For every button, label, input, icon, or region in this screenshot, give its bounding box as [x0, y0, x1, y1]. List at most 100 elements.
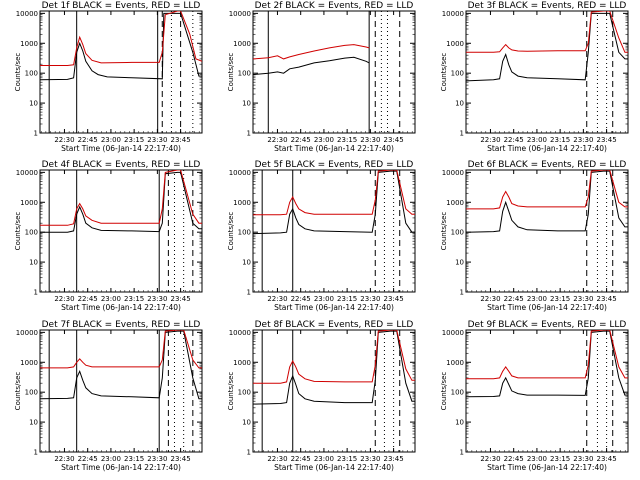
y-tick-label: 1	[247, 130, 251, 138]
x-tick-label: 23:45	[384, 295, 404, 303]
x-tick-label: 23:15	[124, 295, 144, 303]
lld-series-line	[466, 11, 628, 53]
x-tick-label: 23:30	[573, 136, 593, 144]
plot-frame	[252, 329, 416, 453]
x-tick-label: 22:30	[480, 136, 500, 144]
x-tick-label: 23:00	[314, 136, 334, 144]
x-tick-label: 23:45	[171, 295, 191, 303]
x-tick-label: 23:15	[550, 136, 570, 144]
series-group	[253, 11, 401, 133]
panel-title: Det 9f BLACK = Events, RED = LLD	[468, 320, 627, 330]
x-tick-label: 23:45	[384, 455, 404, 463]
panel-title: Det 7f BLACK = Events, RED = LLD	[42, 320, 201, 330]
y-tick-label: 10	[242, 259, 251, 267]
series-group	[466, 170, 628, 292]
plot-frame	[39, 169, 203, 293]
x-axis-label: Start Time (06-Jan-14 22:17:40)	[274, 303, 394, 312]
y-axis-label: Counts/sec	[227, 53, 235, 92]
plot-frame	[252, 169, 416, 293]
x-tick-label: 23:30	[573, 455, 593, 463]
x-tick-label: 22:30	[267, 136, 287, 144]
panel-title: Det 3f BLACK = Events, RED = LLD	[468, 1, 627, 11]
y-tick-label: 1000	[446, 40, 464, 48]
y-tick-label: 1000	[446, 359, 464, 367]
events-series-line	[40, 330, 202, 400]
panel-5: Det 5f BLACK = Events, RED = LLD 1 10 100 10…	[227, 160, 416, 312]
y-tick-label: 10	[29, 419, 38, 427]
plot-frame	[39, 10, 203, 134]
lld-series-line	[253, 170, 415, 216]
y-tick-label: 1	[34, 130, 38, 138]
x-tick-label: 22:30	[480, 295, 500, 303]
panel-title: Det 5f BLACK = Events, RED = LLD	[255, 160, 414, 170]
x-tick-label: 23:30	[360, 455, 380, 463]
y-tick-label: 1000	[233, 40, 251, 48]
y-tick-label: 100	[238, 389, 251, 397]
lld-series-line	[253, 330, 415, 384]
x-tick-label: 23:15	[337, 455, 357, 463]
series-group	[40, 11, 202, 133]
y-tick-label: 10000	[442, 329, 464, 337]
x-tick-label: 23:00	[101, 455, 121, 463]
panel-8: Det 8f BLACK = Events, RED = LLD 1 10 100 10…	[227, 320, 416, 472]
panel-title: Det 6f BLACK = Events, RED = LLD	[468, 160, 627, 170]
x-tick-label: 22:30	[480, 455, 500, 463]
y-tick-label: 100	[451, 229, 464, 237]
lld-series-line	[40, 170, 202, 226]
events-series-line	[253, 170, 415, 235]
plot-frame	[465, 169, 629, 293]
plot-frame	[465, 329, 629, 453]
x-tick-label: 22:45	[504, 136, 524, 144]
x-axis-label: Start Time (06-Jan-14 22:17:40)	[61, 303, 181, 312]
panel-6: Det 6f BLACK = Events, RED = LLD 1 10 100 10…	[440, 160, 629, 312]
lld-series-line	[40, 330, 202, 369]
x-tick-label: 23:15	[337, 295, 357, 303]
y-tick-label: 1	[460, 289, 464, 297]
x-tick-label: 22:45	[291, 295, 311, 303]
y-tick-label: 1	[247, 289, 251, 297]
x-tick-label: 22:45	[78, 136, 98, 144]
x-axis-label: Start Time (06-Jan-14 22:17:40)	[487, 144, 607, 153]
x-tick-label: 22:30	[54, 455, 74, 463]
x-tick-label: 23:30	[360, 295, 380, 303]
y-tick-label: 100	[238, 229, 251, 237]
y-tick-label: 10000	[16, 329, 38, 337]
y-tick-label: 10000	[229, 169, 251, 177]
x-tick-label: 23:00	[314, 295, 334, 303]
y-axis-label: Counts/sec	[440, 212, 448, 251]
x-tick-label: 23:15	[550, 455, 570, 463]
y-axis-label: Counts/sec	[227, 212, 235, 251]
y-tick-label: 100	[25, 229, 38, 237]
x-tick-label: 23:00	[527, 295, 547, 303]
plot-frame	[465, 10, 629, 134]
y-axis-label: Counts/sec	[440, 372, 448, 411]
panel-3: Det 3f BLACK = Events, RED = LLD 1 10 100 10…	[440, 1, 629, 153]
y-tick-label: 1000	[446, 199, 464, 207]
y-tick-label: 100	[25, 70, 38, 78]
y-tick-label: 1000	[233, 359, 251, 367]
x-axis-label: Start Time (06-Jan-14 22:17:40)	[487, 303, 607, 312]
x-tick-label: 23:15	[550, 295, 570, 303]
lld-series-line	[466, 330, 628, 380]
y-tick-label: 10	[29, 100, 38, 108]
y-tick-label: 1000	[20, 40, 38, 48]
y-tick-label: 1000	[20, 199, 38, 207]
series-group	[40, 330, 202, 452]
series-group	[253, 330, 415, 452]
panel-title: Det 8f BLACK = Events, RED = LLD	[255, 320, 414, 330]
x-tick-label: 23:30	[573, 295, 593, 303]
x-tick-label: 23:00	[527, 455, 547, 463]
x-tick-label: 23:00	[101, 295, 121, 303]
panel-title: Det 4f BLACK = Events, RED = LLD	[42, 160, 201, 170]
lld-series-line	[40, 11, 202, 66]
y-tick-label: 10	[455, 100, 464, 108]
x-tick-label: 22:45	[504, 455, 524, 463]
series-group	[466, 330, 628, 452]
y-tick-label: 10000	[229, 10, 251, 18]
y-tick-label: 1	[34, 289, 38, 297]
x-tick-label: 23:45	[597, 455, 617, 463]
events-series-line	[466, 12, 628, 82]
x-tick-label: 23:15	[124, 455, 144, 463]
x-tick-label: 23:45	[597, 136, 617, 144]
events-series-line	[40, 12, 202, 81]
